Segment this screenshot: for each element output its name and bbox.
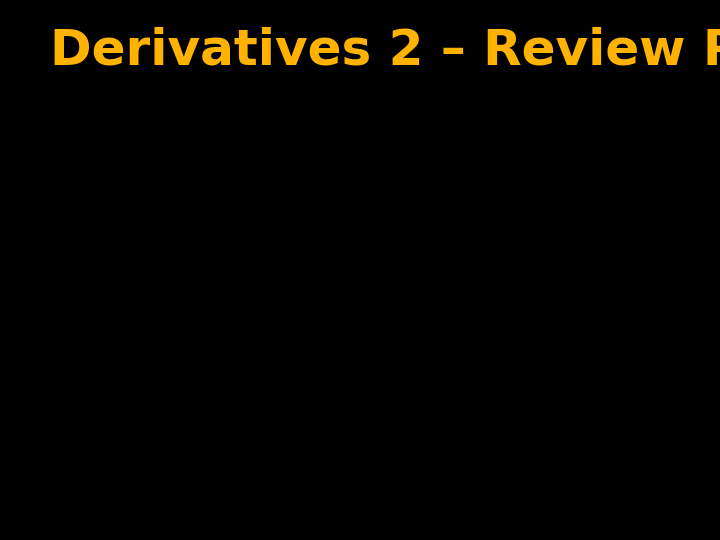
Text: in terms of $x$ and $y$:  $y^3$ - $xy$ = 5: in terms of $x$ and $y$: $y^3$ - $xy$ = … [222,147,703,186]
Text: Find: Find [55,152,117,181]
Text: $\dfrac{d^{2}y}{dx^2}$: $\dfrac{d^{2}y}{dx^2}$ [118,127,174,202]
Text: Derivatives 2 – Review Problems: Derivatives 2 – Review Problems [50,26,720,75]
Text: $-2xy$: $-2xy$ [601,133,689,167]
Text: $(3y^2 - x)^3$: $(3y^2 - x)^3$ [572,163,719,201]
